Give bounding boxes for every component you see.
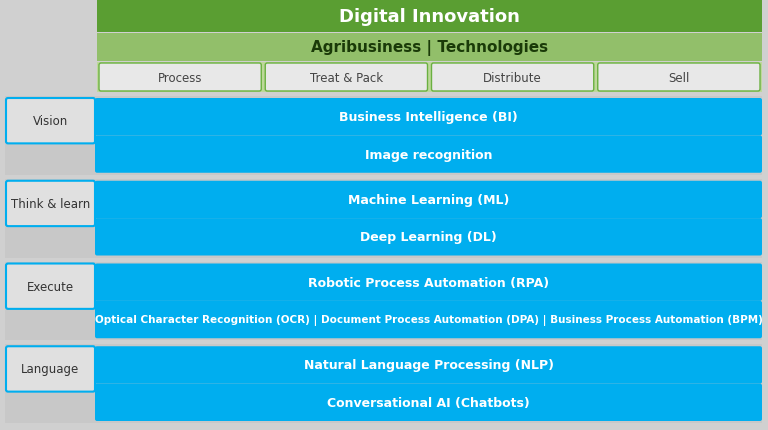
- FancyBboxPatch shape: [95, 218, 762, 256]
- FancyBboxPatch shape: [6, 181, 95, 227]
- FancyBboxPatch shape: [6, 99, 95, 144]
- Text: Sell: Sell: [668, 71, 690, 84]
- Text: Distribute: Distribute: [483, 71, 542, 84]
- FancyBboxPatch shape: [99, 64, 261, 92]
- FancyBboxPatch shape: [5, 262, 762, 341]
- FancyBboxPatch shape: [95, 99, 762, 136]
- Text: Think & learn: Think & learn: [11, 197, 90, 210]
- Text: Execute: Execute: [27, 280, 74, 293]
- FancyBboxPatch shape: [6, 347, 95, 392]
- FancyBboxPatch shape: [6, 264, 95, 309]
- FancyBboxPatch shape: [432, 64, 594, 92]
- Text: Process: Process: [158, 71, 203, 84]
- FancyBboxPatch shape: [97, 0, 762, 33]
- Text: Language: Language: [22, 362, 80, 375]
- FancyBboxPatch shape: [5, 179, 762, 258]
- FancyBboxPatch shape: [97, 34, 762, 62]
- Text: Image recognition: Image recognition: [365, 148, 492, 161]
- FancyBboxPatch shape: [5, 97, 762, 175]
- Text: Optical Character Recognition (OCR) | Document Process Automation (DPA) | Busine: Optical Character Recognition (OCR) | Do…: [94, 314, 763, 326]
- FancyBboxPatch shape: [95, 264, 762, 301]
- Text: Natural Language Processing (NLP): Natural Language Processing (NLP): [303, 359, 554, 372]
- Text: Business Intelligence (BI): Business Intelligence (BI): [339, 111, 518, 124]
- Text: Machine Learning (ML): Machine Learning (ML): [348, 194, 509, 206]
- FancyBboxPatch shape: [95, 181, 762, 218]
- FancyBboxPatch shape: [598, 64, 760, 92]
- FancyBboxPatch shape: [95, 301, 762, 338]
- Text: Conversational AI (Chatbots): Conversational AI (Chatbots): [327, 396, 530, 409]
- FancyBboxPatch shape: [265, 64, 428, 92]
- Text: Digital Innovation: Digital Innovation: [339, 7, 520, 25]
- Text: Treat & Pack: Treat & Pack: [310, 71, 383, 84]
- Text: Agribusiness | Technologies: Agribusiness | Technologies: [311, 40, 548, 56]
- Text: Deep Learning (DL): Deep Learning (DL): [360, 231, 497, 244]
- FancyBboxPatch shape: [95, 347, 762, 384]
- Text: Robotic Process Automation (RPA): Robotic Process Automation (RPA): [308, 276, 549, 289]
- Text: Vision: Vision: [33, 115, 68, 128]
- FancyBboxPatch shape: [5, 344, 762, 423]
- FancyBboxPatch shape: [95, 384, 762, 421]
- FancyBboxPatch shape: [95, 136, 762, 173]
- FancyBboxPatch shape: [97, 63, 762, 93]
